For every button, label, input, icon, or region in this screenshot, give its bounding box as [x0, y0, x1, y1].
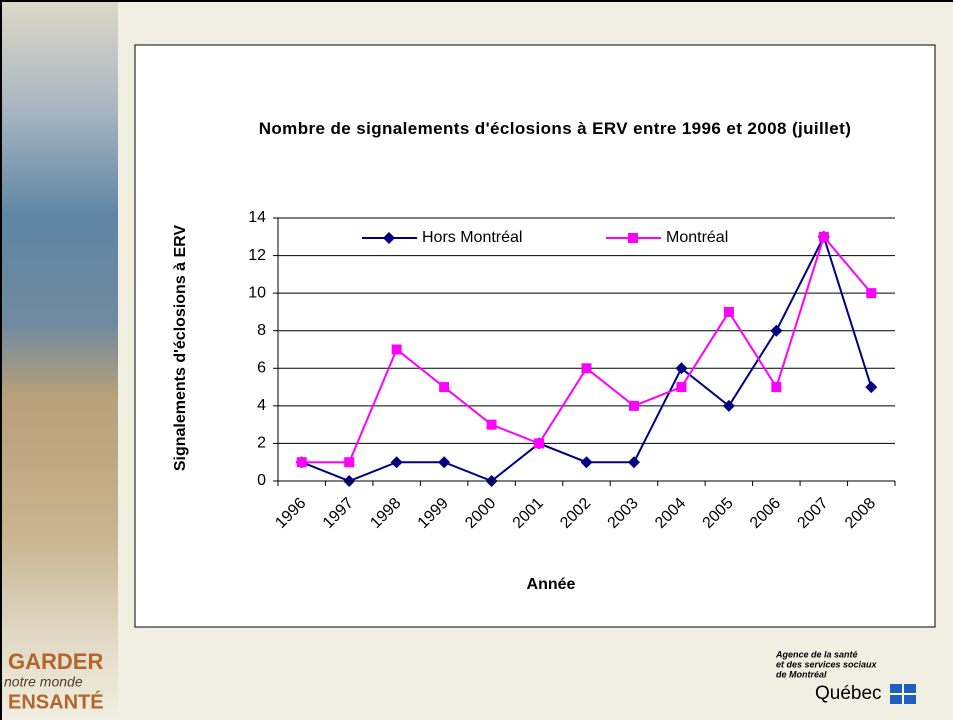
data-point	[818, 231, 829, 242]
data-point	[722, 399, 735, 412]
agency-line: et des services sociaux	[776, 659, 878, 669]
data-point	[391, 344, 402, 355]
y-tick-label: 4	[257, 397, 266, 414]
logo-line: notre monde	[4, 674, 83, 690]
y-tick-label: 14	[248, 209, 266, 226]
y-tick-label: 2	[257, 435, 266, 452]
data-point	[866, 288, 877, 299]
data-point	[581, 363, 592, 374]
data-point	[344, 457, 355, 468]
agency-line: Agence de la santé	[775, 649, 858, 659]
data-point	[438, 456, 451, 469]
data-point	[486, 419, 497, 430]
y-tick-label: 0	[257, 472, 266, 489]
left-strip	[0, 0, 118, 720]
data-point	[390, 456, 403, 469]
legend-label: Hors Montréal	[422, 229, 522, 246]
data-point	[865, 381, 878, 394]
chart-title: Nombre de signalements d'éclosions à ERV…	[258, 119, 852, 138]
data-point	[676, 382, 687, 393]
data-point	[628, 400, 639, 411]
data-point	[675, 362, 688, 375]
data-point	[723, 306, 734, 317]
y-tick-label: 8	[257, 322, 266, 339]
data-point	[771, 382, 782, 393]
chart-frame	[134, 44, 936, 628]
data-point	[580, 456, 593, 469]
y-axis-label: Signalements d'éclosions à ERV	[172, 224, 189, 472]
agency-line: de Montréal	[776, 669, 827, 679]
y-tick-label: 12	[248, 247, 266, 264]
government-name: Québec	[815, 683, 882, 704]
legend-label: Montréal	[666, 229, 728, 246]
x-axis-label: Année	[527, 576, 576, 593]
data-point	[534, 438, 545, 449]
logo-line: GARDER	[8, 649, 103, 674]
data-point	[770, 324, 783, 337]
y-tick-label: 6	[257, 360, 266, 377]
quebec-flag	[890, 684, 916, 704]
y-tick-label: 10	[248, 284, 266, 301]
legend-marker	[383, 232, 395, 244]
data-point	[627, 456, 640, 469]
data-point	[296, 457, 307, 468]
data-point	[439, 382, 450, 393]
logo-line: ENSANTÉ	[8, 690, 104, 713]
legend-marker	[628, 233, 638, 243]
